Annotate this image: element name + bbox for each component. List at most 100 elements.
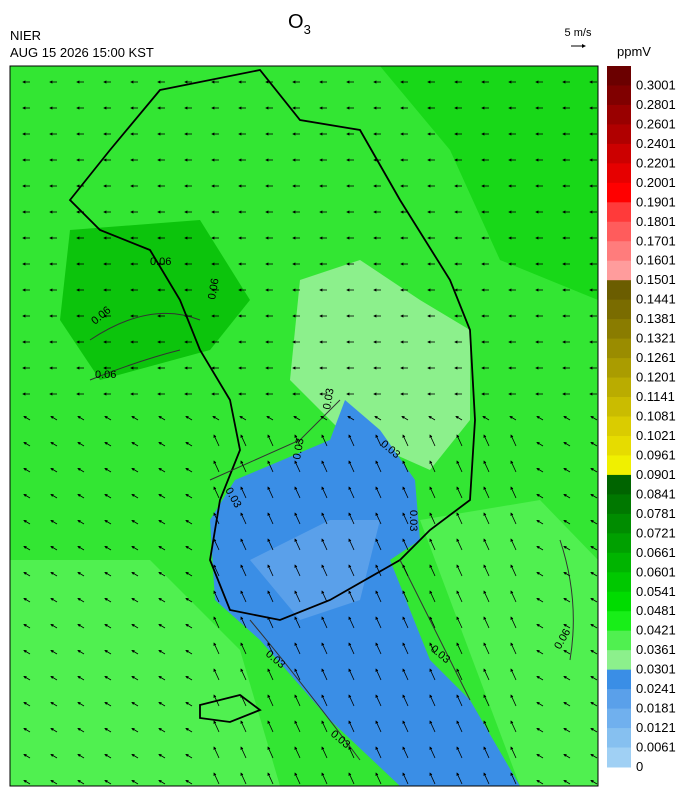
wind-arrow <box>185 727 193 733</box>
contour-label: 0.06 <box>206 277 222 300</box>
wind-arrow <box>429 512 436 525</box>
wind-arrow <box>158 753 166 759</box>
ozone-field <box>10 66 598 300</box>
wind-arrow <box>429 434 436 447</box>
wind-arrow <box>185 753 193 759</box>
wind-arrow <box>429 772 436 785</box>
colorbar-cell <box>607 747 631 768</box>
wind-arrow <box>158 701 166 707</box>
wind-arrow <box>536 441 544 447</box>
wind-arrow <box>563 675 571 681</box>
colorbar-cell <box>607 221 631 242</box>
wind-arrow <box>213 668 220 681</box>
wind-arrow <box>131 753 139 759</box>
wind-arrow <box>429 616 436 629</box>
wind-arrow <box>590 415 598 421</box>
wind-arrow <box>77 493 85 499</box>
wind-arrow <box>50 597 58 603</box>
wind-arrow <box>213 460 220 473</box>
wind-arrow <box>185 623 193 629</box>
wind-arrow <box>321 772 328 785</box>
colorbar-label: 0.1081 <box>636 409 676 424</box>
wind-arrow <box>77 467 85 473</box>
wind-arrow <box>267 460 274 473</box>
wind-arrow <box>267 512 274 525</box>
wind-arrow <box>294 668 301 681</box>
wind-arrow <box>77 545 85 551</box>
wind-arrow <box>131 467 139 473</box>
wind-arrow <box>50 623 58 629</box>
wind-arrow <box>483 616 490 629</box>
wind-arrow <box>50 779 58 785</box>
colorbar-label: 0.2601 <box>636 116 676 131</box>
wind-arrow <box>590 623 598 629</box>
colorbar-label: 0.1321 <box>636 331 676 346</box>
ozone-field <box>60 220 250 380</box>
colorbar-cell <box>607 494 631 515</box>
wind-arrow <box>240 694 247 707</box>
wind-arrow <box>429 746 436 759</box>
wind-arrow <box>158 467 166 473</box>
wind-arrow <box>131 519 139 525</box>
wind-arrow <box>563 493 571 499</box>
wind-arrow <box>240 590 247 603</box>
wind-arrow <box>23 467 31 473</box>
wind-arrow <box>483 746 490 759</box>
wind-arrow <box>50 545 58 551</box>
wind-arrow <box>77 571 85 577</box>
wind-arrow <box>510 538 517 551</box>
wind-arrow <box>131 649 139 655</box>
wind-arrow <box>563 779 571 785</box>
wind-arrow <box>104 649 112 655</box>
wind-arrow <box>77 753 85 759</box>
wind-arrow <box>185 571 193 577</box>
wind-arrow <box>294 772 301 785</box>
colorbar-cell <box>607 474 631 495</box>
wind-arrow <box>321 642 328 655</box>
wind-arrow <box>239 415 247 421</box>
wind-arrow <box>23 649 31 655</box>
wind-arrow <box>240 486 247 499</box>
colorbar-cell <box>607 552 631 573</box>
wind-arrow <box>536 467 544 473</box>
wind-arrow <box>185 545 193 551</box>
wind-arrow <box>348 772 355 785</box>
wind-arrow <box>374 415 382 421</box>
wind-arrow <box>456 590 463 603</box>
wind-arrow <box>267 616 274 629</box>
colorbar-label: 0.0601 <box>636 564 676 579</box>
wind-arrow <box>590 441 598 447</box>
wind-arrow <box>429 486 436 499</box>
wind-arrow <box>23 545 31 551</box>
wind-arrow <box>77 779 85 785</box>
wind-arrow <box>483 486 490 499</box>
wind-arrow <box>483 590 490 603</box>
wind-scale: 5 m/s <box>565 27 592 39</box>
wind-arrow <box>294 590 301 603</box>
wind-arrow <box>240 772 247 785</box>
wind-arrow <box>50 493 58 499</box>
wind-arrow <box>104 467 112 473</box>
wind-arrow <box>429 564 436 577</box>
colorbar-label: 0.2001 <box>636 175 676 190</box>
wind-arrow <box>131 727 139 733</box>
wind-arrow <box>23 753 31 759</box>
colorbar-cell <box>607 202 631 223</box>
wind-arrow <box>483 512 490 525</box>
wind-arrow <box>590 545 598 551</box>
wind-arrow <box>104 597 112 603</box>
colorbar-cell <box>607 338 631 359</box>
wind-arrow <box>590 493 598 499</box>
wind-arrow <box>321 512 328 525</box>
wind-arrow <box>77 519 85 525</box>
wind-arrow <box>158 493 166 499</box>
wind-arrow <box>267 720 274 733</box>
wind-arrow <box>77 415 85 421</box>
map-frame <box>9 65 599 787</box>
wind-arrow <box>23 571 31 577</box>
wind-arrow <box>402 746 409 759</box>
wind-arrow <box>213 538 220 551</box>
wind-arrow <box>510 460 517 473</box>
wind-arrow <box>131 545 139 551</box>
colorbar-cell <box>607 280 631 301</box>
